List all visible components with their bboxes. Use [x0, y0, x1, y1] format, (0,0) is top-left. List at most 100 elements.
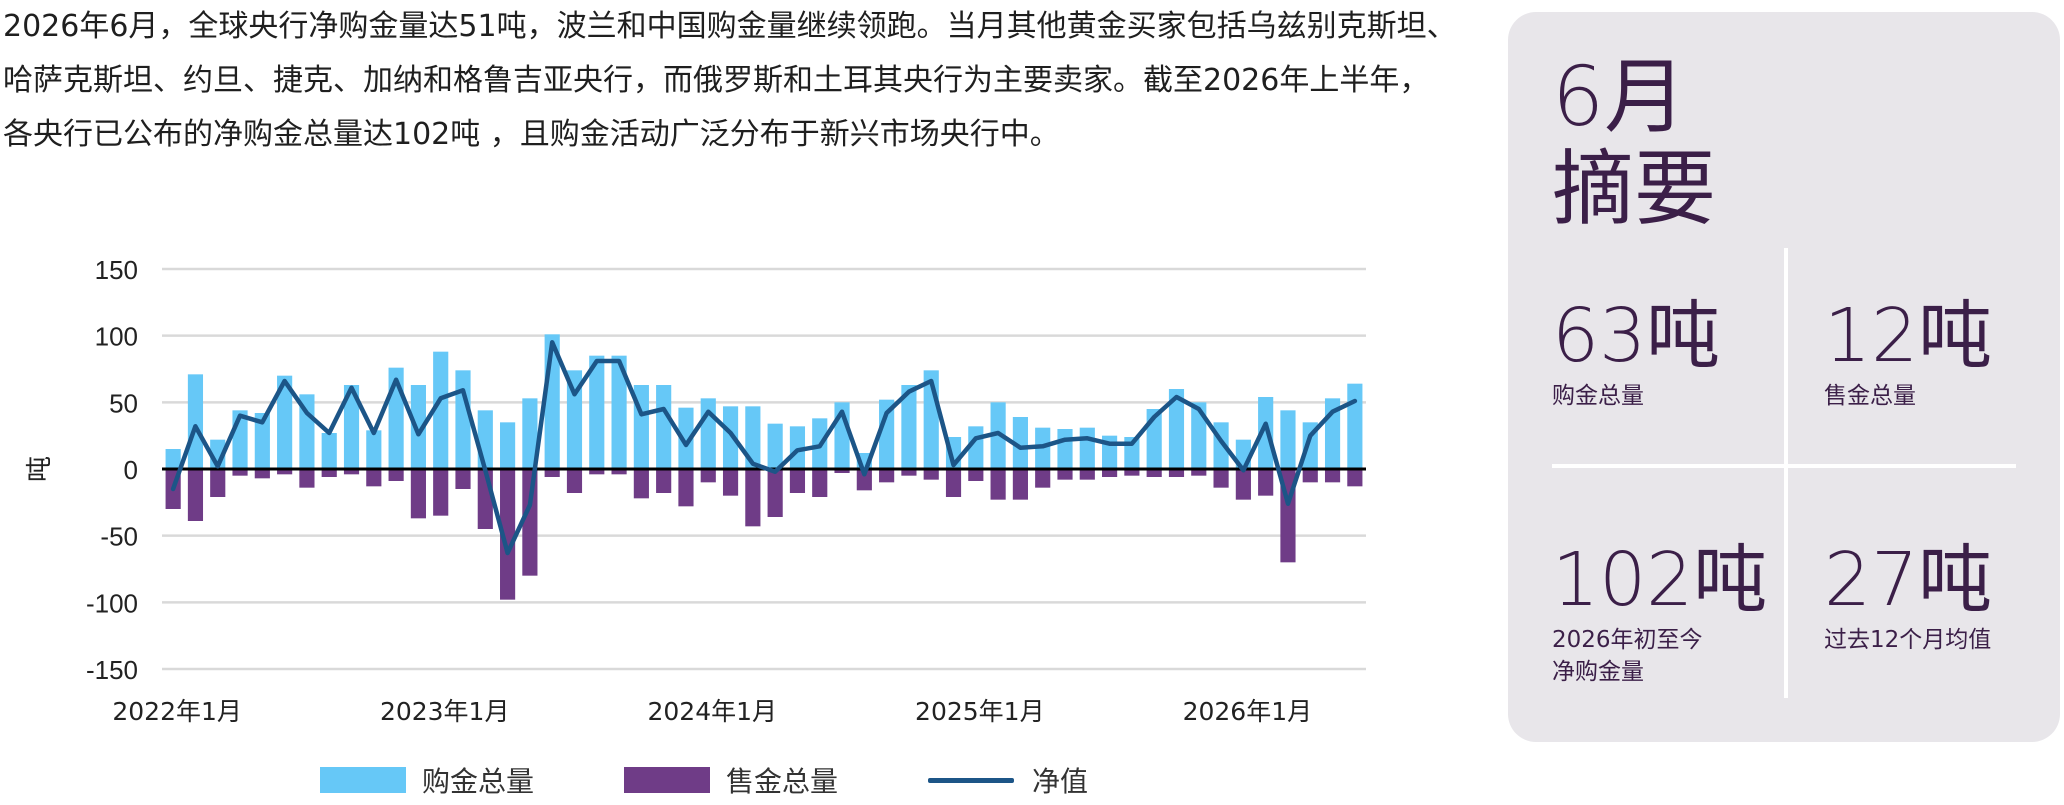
bar-sales — [834, 469, 850, 473]
bar-purchases — [1079, 427, 1095, 469]
bar-sales — [611, 469, 627, 475]
bar-sales — [1124, 469, 1140, 476]
gold-purchases-chart: 150 100 50 0 -50 -100 -150 吨 2022年1月 2023年1月 2024年… — [25, 255, 1366, 726]
bar-purchases — [656, 385, 672, 469]
bar-sales — [1035, 469, 1051, 488]
bar-sales — [812, 469, 828, 497]
bar-sales — [500, 469, 516, 600]
bar-purchases — [343, 385, 360, 469]
bar-sales — [1146, 469, 1162, 477]
bar-sales — [1302, 469, 1318, 483]
bar-purchases — [767, 423, 783, 469]
x-tick-label: 2024年1月 — [647, 697, 777, 726]
bar-purchases — [321, 433, 337, 469]
legend-swatch-sales — [624, 767, 711, 793]
bar-purchases — [901, 385, 917, 469]
bar-sales — [321, 469, 337, 477]
bar-sales — [299, 469, 315, 488]
stat-sales: 12吨 售金总量 — [1824, 296, 1992, 412]
legend-label-net: 净值 — [1032, 765, 1089, 798]
legend-line-net — [928, 777, 1015, 783]
bar-sales — [633, 469, 649, 499]
bar-purchases — [1280, 410, 1296, 469]
summary-vertical-divider — [1784, 248, 1788, 698]
bar-purchases — [1168, 389, 1185, 469]
bar-sales — [232, 469, 248, 476]
y-axis-label: 吨 — [25, 456, 55, 482]
bar-purchases — [700, 398, 716, 469]
bar-sales — [1079, 469, 1095, 480]
summary-title-line1: 6月 — [1552, 50, 1687, 145]
bar-sales — [1168, 469, 1185, 477]
bar-sales — [789, 469, 806, 493]
bar-sales — [210, 469, 226, 497]
bar-purchases — [678, 407, 694, 469]
summary-title: 6月 摘要 — [1552, 52, 1716, 236]
x-tick-label: 2026年1月 — [1183, 697, 1313, 726]
bar-sales — [856, 469, 872, 491]
bar-sales — [433, 469, 449, 516]
stat-purchases-label: 购金总量 — [1552, 383, 1644, 409]
chart-legend: 购金总量 售金总量 净值 — [320, 762, 1178, 798]
bar-sales — [1258, 469, 1274, 496]
bar-purchases — [522, 398, 538, 469]
bar-sales — [745, 469, 761, 527]
bar-purchases — [745, 406, 761, 469]
stat-12m-avg-value: 27吨 — [1824, 537, 1993, 623]
stat-sales-value: 12吨 — [1824, 293, 1993, 379]
bar-sales — [589, 469, 605, 475]
stat-ytd-net-label: 2026年初至今 净购金量 — [1552, 627, 1703, 685]
bar-sales — [1191, 469, 1207, 476]
bar-purchases — [299, 394, 315, 469]
bar-purchases — [187, 374, 204, 469]
stat-sales-label: 售金总量 — [1824, 383, 1916, 409]
bar-sales — [566, 469, 583, 493]
bar-sales — [410, 469, 426, 519]
y-tick-label: 0 — [124, 455, 138, 485]
bar-sales — [1347, 469, 1363, 487]
bar-sales — [722, 469, 739, 496]
bar-sales — [1213, 469, 1229, 488]
bar-sales — [343, 469, 360, 475]
stat-ytd-net-value: 102吨 — [1552, 537, 1768, 623]
x-tick-label: 2023年1月 — [380, 697, 510, 726]
bar-purchases — [1258, 397, 1274, 469]
legend-label-purchases: 购金总量 — [422, 765, 535, 798]
bar-sales — [700, 469, 716, 483]
intro-paragraph: 2026年6月，全球央行净购金量达51吨，波兰和中国购金量继续领跑。当月其他黄金… — [3, 9, 1457, 152]
stat-purchases: 63吨 购金总量 — [1552, 296, 1720, 412]
bar-sales — [879, 469, 895, 483]
bar-purchases — [789, 426, 806, 469]
bar-sales — [187, 469, 204, 521]
bar-sales — [968, 469, 984, 481]
bar-sales — [388, 469, 404, 481]
stat-ytd-net: 102吨 2026年初至今 净购金量 — [1552, 540, 1767, 688]
bar-purchases — [722, 406, 739, 469]
legend-label-sales: 售金总量 — [726, 765, 839, 798]
bar-purchases — [1057, 429, 1073, 469]
y-tick-label: 50 — [109, 388, 138, 418]
bar-purchases — [277, 375, 293, 469]
bar-sales — [544, 469, 560, 477]
bar-sales — [455, 469, 471, 489]
bar-sales — [1324, 469, 1341, 483]
bar-sales — [901, 469, 917, 476]
summary-panel: 6月 摘要 63吨 购金总量 12吨 售金总量 102吨 2026年初至今 净购… — [1508, 12, 2060, 742]
x-tick-label: 2025年1月 — [915, 697, 1045, 726]
summary-title-line2: 摘要 — [1552, 142, 1717, 237]
bar-sales — [1102, 469, 1118, 477]
bar-sales — [1057, 469, 1073, 480]
bar-purchases — [165, 449, 181, 469]
x-tick-label: 2022年1月 — [112, 697, 242, 726]
legend-swatch-purchases — [320, 767, 406, 793]
bar-sales — [1235, 469, 1251, 500]
y-tick-label: -50 — [100, 522, 138, 552]
y-tick-label: -100 — [86, 588, 138, 618]
bar-purchases — [500, 422, 516, 469]
stat-12m-avg: 27吨 过去12个月均值 — [1824, 540, 1992, 656]
bar-sales — [254, 469, 270, 479]
bar-sales — [990, 469, 1006, 500]
bar-purchases — [1012, 417, 1028, 469]
y-tick-label: 150 — [95, 255, 138, 285]
bar-purchases — [611, 355, 627, 469]
